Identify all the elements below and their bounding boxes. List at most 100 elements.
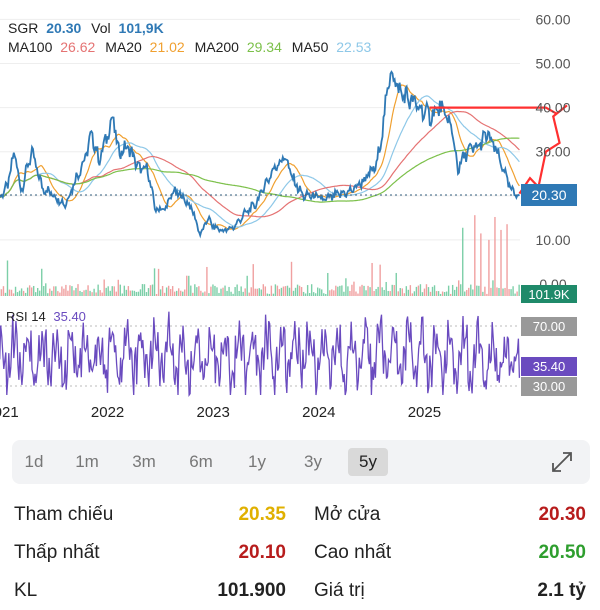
volume-bar [504,288,505,296]
volume-bar [331,289,332,296]
volume-bar [385,282,386,296]
volume-bar [178,288,179,296]
volume-bar [110,291,111,296]
volume-bar [448,286,449,296]
y-tick-label: 50.00 [535,56,570,72]
volume-bar [269,294,270,296]
volume-bar [259,288,260,296]
rsi-panel [0,312,520,395]
volume-bar [118,280,119,296]
rsi-lower-tag-text: 30.00 [533,379,566,394]
volume-bar [85,290,86,296]
expand-icon[interactable] [548,448,576,476]
volume-bar [232,294,233,296]
volume-bar [21,288,22,296]
volume-bar [71,286,72,296]
volume-bar [422,292,423,296]
volume-bar [383,290,384,296]
volume-bar [357,294,358,296]
volume-bar [148,288,149,296]
symbol: SGR [8,20,38,36]
volume-bar [242,292,243,296]
volume-bar [1,289,2,296]
volume-bar [37,288,38,296]
volume-bar [438,291,439,296]
volume-bar [3,286,4,296]
tab-5y[interactable]: 5y [348,448,388,476]
volume-bar [164,293,165,296]
volume-bar [134,291,135,296]
volume-bar [353,282,354,296]
volume-bar [226,291,227,296]
volume-bar [446,292,447,296]
x-axis-labels: 20212022202320242025 [0,404,441,421]
volume-bar [238,291,239,296]
volume-bar [454,290,455,296]
volume-bar [490,288,491,296]
volume-bar [53,286,54,296]
tab-1m[interactable]: 1m [67,448,107,476]
volume-bar [228,287,229,296]
volume-bar [9,290,10,296]
volume-bar [25,293,26,296]
volume-bar [244,288,245,296]
volume-bar [363,286,364,296]
volume-bar [402,288,403,296]
y-tick-label: 10.00 [535,232,570,248]
ma50-value: 22.53 [336,39,371,55]
volume-bar [472,289,473,296]
volume-bar [347,286,348,296]
tab-6m[interactable]: 6m [181,448,221,476]
volume-bar [206,267,207,296]
volume-bar [404,293,405,296]
volume-bar [182,292,183,296]
volume-bar [464,292,465,296]
volume-bar [329,290,330,296]
tab-3y[interactable]: 3y [293,448,333,476]
volume-bar [253,264,254,296]
volume-bar [412,293,413,296]
volume-bar [285,286,286,296]
volume-bar [398,291,399,296]
volume-bar [337,287,338,296]
stat-value-gia-tri: 2.1 tỷ [537,580,586,602]
volume-bar [77,284,78,296]
volume-bar [91,292,92,296]
volume-bar [305,293,306,296]
tab-3m[interactable]: 3m [124,448,164,476]
volume-bar [249,293,250,296]
stat-value-thap-nhat: 20.10 [238,542,286,564]
x-tick-label: 2024 [302,404,335,421]
volume-bar [311,284,312,296]
volume-bar [277,286,278,296]
volume-bar [400,288,401,296]
volume-bar [440,294,441,296]
vol-value: 101,9K [119,20,164,36]
volume-bar [246,276,247,296]
volume-bar [112,286,113,296]
tab-1d[interactable]: 1d [14,448,54,476]
tab-1y[interactable]: 1y [237,448,277,476]
volume-bar [216,287,217,296]
volume-bar [194,284,195,296]
symbol-header: SGR 20.30 Vol 101,9K [8,20,164,36]
stat-value-cao-nhat: 20.50 [538,542,586,564]
volume-bar [162,286,163,296]
ma20-value: 21.02 [150,39,185,55]
volume-bar [287,286,288,296]
volume-bar [176,291,177,296]
volume-bar [496,287,497,296]
y-tick-label: 40.00 [535,100,570,116]
volume-bar [61,286,62,296]
volume-bar [474,215,475,296]
volume-bar [273,294,274,296]
volume-bar [500,230,501,296]
volume-bar [19,291,20,296]
volume-bar [297,285,298,296]
volume-bar [392,285,393,296]
volume-bar [200,291,201,296]
volume-bar [168,286,169,296]
stat-label-tham-chieu: Tham chiếu [14,504,113,534]
